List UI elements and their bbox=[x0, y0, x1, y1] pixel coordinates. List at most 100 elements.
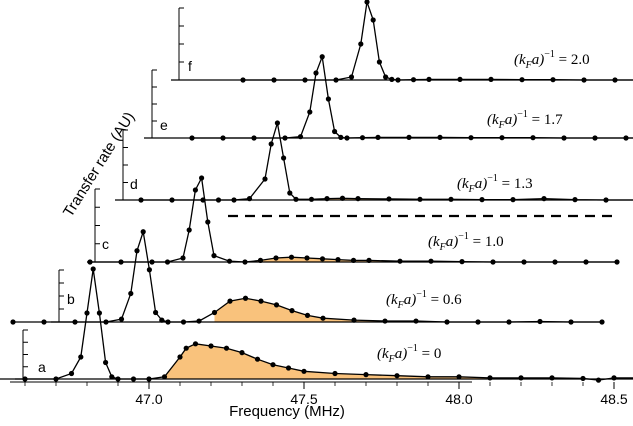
data-point-b-30 bbox=[599, 319, 605, 325]
data-point-d-18 bbox=[448, 196, 454, 202]
point-layer bbox=[10, 0, 629, 383]
data-point-d-11 bbox=[293, 196, 299, 202]
panel-label-d: d bbox=[130, 176, 138, 192]
data-point-e-3 bbox=[282, 135, 288, 141]
data-point-b-26 bbox=[475, 319, 481, 325]
series-label-c: (kFa)−1 = 1.0 bbox=[428, 231, 504, 253]
data-point-a-6 bbox=[84, 310, 90, 316]
data-point-d-5 bbox=[246, 196, 253, 202]
data-point-f-2 bbox=[302, 77, 308, 83]
data-point-b-18 bbox=[273, 302, 280, 308]
data-point-a-19 bbox=[223, 345, 230, 351]
data-point-a-14 bbox=[161, 374, 168, 380]
data-point-d-15 bbox=[355, 196, 361, 202]
data-point-b-9 bbox=[153, 309, 159, 316]
data-point-b-25 bbox=[444, 319, 450, 325]
data-point-b-13 bbox=[196, 318, 202, 324]
data-point-b-6 bbox=[134, 248, 140, 254]
data-point-f-9 bbox=[383, 74, 389, 80]
data-point-d-21 bbox=[541, 196, 547, 202]
data-point-c-22 bbox=[459, 259, 465, 265]
data-point-c-5 bbox=[186, 227, 192, 233]
data-point-d-23 bbox=[603, 197, 609, 203]
data-point-f-5 bbox=[358, 41, 364, 47]
data-point-b-3 bbox=[103, 319, 109, 325]
data-point-c-0 bbox=[87, 259, 93, 265]
series-label-d: (kFa)−1 = 1.3 bbox=[457, 173, 533, 195]
data-point-a-16 bbox=[183, 345, 189, 351]
data-point-b-8 bbox=[146, 267, 152, 273]
data-point-a-12 bbox=[130, 376, 137, 382]
data-point-c-6 bbox=[192, 187, 198, 193]
data-point-c-19 bbox=[366, 257, 372, 263]
data-point-f-11 bbox=[395, 77, 401, 83]
fill-area-a bbox=[164, 343, 633, 381]
data-point-d-14 bbox=[339, 195, 346, 201]
data-point-b-29 bbox=[568, 319, 574, 325]
data-point-d-4 bbox=[231, 197, 237, 203]
data-point-d-19 bbox=[479, 197, 485, 203]
data-point-a-13 bbox=[146, 376, 152, 382]
data-point-b-0 bbox=[10, 319, 16, 325]
data-point-c-13 bbox=[273, 255, 279, 261]
data-point-a-32 bbox=[549, 375, 555, 381]
data-point-d-22 bbox=[572, 197, 578, 203]
data-point-b-4 bbox=[118, 316, 125, 322]
data-point-b-16 bbox=[242, 295, 249, 301]
x-axis: 47.0 47.5 48.0 48.5 bbox=[10, 381, 628, 407]
data-point-a-2 bbox=[22, 376, 28, 382]
data-point-c-17 bbox=[335, 257, 341, 263]
data-point-a-25 bbox=[332, 370, 338, 377]
data-point-e-7 bbox=[319, 54, 325, 60]
data-point-f-10 bbox=[389, 76, 395, 82]
series-label-e: (kFa)−1 = 1.7 bbox=[487, 109, 563, 131]
x-axis-title: Frequency (MHz) bbox=[229, 403, 345, 420]
data-point-b-21 bbox=[320, 315, 326, 321]
data-point-f-17 bbox=[550, 77, 556, 83]
data-point-a-4 bbox=[68, 370, 75, 377]
data-point-a-15 bbox=[177, 354, 183, 360]
data-point-c-1 bbox=[118, 259, 124, 265]
data-point-c-12 bbox=[257, 257, 264, 263]
data-point-b-12 bbox=[180, 319, 187, 325]
data-point-a-8 bbox=[96, 310, 102, 316]
series-label-f: (kFa)−1 = 2.0 bbox=[514, 49, 590, 71]
data-point-a-23 bbox=[285, 365, 292, 371]
series-label-b: (kFa)−1 = 0.6 bbox=[386, 289, 462, 311]
data-point-d-2 bbox=[200, 197, 206, 203]
fill-area-b bbox=[214, 298, 602, 322]
series-line-c bbox=[90, 175, 617, 263]
series-line-e bbox=[192, 54, 633, 139]
data-point-b-14 bbox=[211, 309, 218, 316]
panel-label-f: f bbox=[188, 58, 192, 74]
data-point-d-7 bbox=[268, 141, 274, 147]
panel-label-b: b bbox=[67, 291, 75, 307]
label-layer: a (kFa)−1 = 0 b (kFa)−1 = 0.6 c (kFa)−1 = 1.0… bbox=[38, 49, 590, 375]
data-point-d-3 bbox=[215, 197, 222, 203]
panel-label-a: a bbox=[38, 359, 46, 375]
data-point-e-12 bbox=[359, 135, 366, 141]
data-point-a-29 bbox=[456, 374, 462, 380]
data-point-c-11 bbox=[242, 259, 248, 265]
data-point-b-28 bbox=[537, 318, 543, 325]
data-point-d-16 bbox=[386, 196, 392, 202]
panel-label-c: c bbox=[102, 236, 109, 252]
data-point-d-17 bbox=[417, 196, 423, 202]
data-point-c-27 bbox=[614, 259, 620, 265]
data-point-b-20 bbox=[304, 312, 311, 318]
data-point-b-17 bbox=[258, 298, 264, 304]
data-point-c-24 bbox=[521, 259, 527, 265]
data-point-b-27 bbox=[506, 319, 512, 325]
data-point-e-17 bbox=[499, 135, 505, 141]
data-point-c-18 bbox=[350, 257, 357, 263]
data-point-b-15 bbox=[227, 298, 233, 304]
data-point-e-20 bbox=[592, 135, 598, 141]
data-point-d-10 bbox=[287, 190, 293, 196]
x-tick-label-0: 47.0 bbox=[135, 391, 162, 407]
data-point-c-23 bbox=[490, 259, 496, 265]
series-line-f bbox=[243, 1, 633, 81]
data-point-a-33 bbox=[580, 375, 586, 382]
series-label-a: (kFa)−1 = 0 bbox=[377, 343, 441, 365]
data-point-d-9 bbox=[281, 155, 287, 161]
data-point-e-5 bbox=[307, 109, 313, 115]
